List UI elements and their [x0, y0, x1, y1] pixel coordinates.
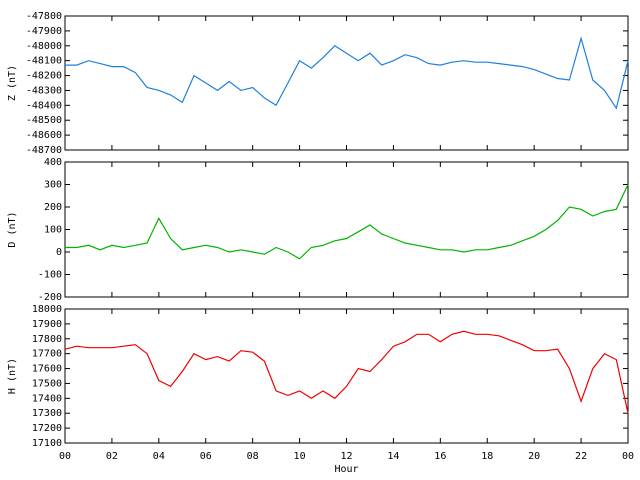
x-tick-label: 14 — [387, 451, 399, 462]
x-tick-label: 16 — [434, 451, 446, 462]
x-tick-label: 04 — [153, 451, 165, 462]
data-line — [65, 184, 629, 260]
y-axis-label: H (nT) — [7, 358, 18, 394]
y-tick-label: 0 — [56, 247, 62, 258]
plot-frame — [64, 161, 629, 298]
data-line — [64, 330, 629, 414]
y-axis-label: Z (nT) — [7, 65, 18, 101]
y-tick-label: 400 — [44, 157, 62, 168]
x-tick-label: 00 — [622, 451, 634, 462]
y-tick-label: -48300 — [26, 85, 62, 96]
y-tick-label: 17900 — [32, 319, 62, 330]
plot-frame — [64, 308, 629, 444]
x-tick-label: 20 — [528, 451, 540, 462]
y-tick-label: 17300 — [32, 408, 62, 419]
y-tick-label: -100 — [38, 270, 62, 281]
y-axis-label: D (nT) — [7, 211, 18, 247]
data-line — [65, 36, 629, 110]
y-tick-label: 17400 — [32, 393, 62, 404]
plot-frame — [64, 15, 629, 151]
y-tick-label: 200 — [44, 202, 62, 213]
x-tick-label: 02 — [106, 451, 118, 462]
y-tick-label: 17600 — [32, 364, 62, 375]
y-tick-label: -48400 — [26, 100, 62, 111]
y-tick-label: 100 — [44, 225, 62, 236]
y-tick-label: 17700 — [32, 349, 62, 360]
y-tick-label: -48000 — [26, 41, 62, 52]
x-tick-label: 18 — [481, 451, 493, 462]
y-tick-label: -48200 — [26, 71, 62, 82]
y-tick-label: -47800 — [26, 11, 62, 22]
y-tick-label: -48600 — [26, 130, 62, 141]
x-tick-label: 08 — [247, 451, 259, 462]
x-tick-label: 10 — [294, 451, 306, 462]
x-axis-label: Hour — [334, 464, 358, 475]
y-tick-label: -48700 — [26, 145, 62, 156]
x-tick-label: 00 — [59, 451, 71, 462]
y-tick-label: -200 — [38, 292, 62, 303]
y-tick-label: -47900 — [26, 26, 62, 37]
x-tick-label: 06 — [200, 451, 212, 462]
y-tick-label: 17800 — [32, 334, 62, 345]
y-tick-label: 300 — [44, 180, 62, 191]
y-tick-label: -48100 — [26, 56, 62, 67]
y-tick-label: -48500 — [26, 115, 62, 126]
x-tick-label: 22 — [575, 451, 587, 462]
y-tick-label: 17200 — [32, 423, 62, 434]
y-tick-label: 17100 — [32, 438, 62, 449]
x-tick-label: 12 — [340, 451, 352, 462]
y-tick-label: 18000 — [32, 304, 62, 315]
y-tick-label: 17500 — [32, 378, 62, 389]
